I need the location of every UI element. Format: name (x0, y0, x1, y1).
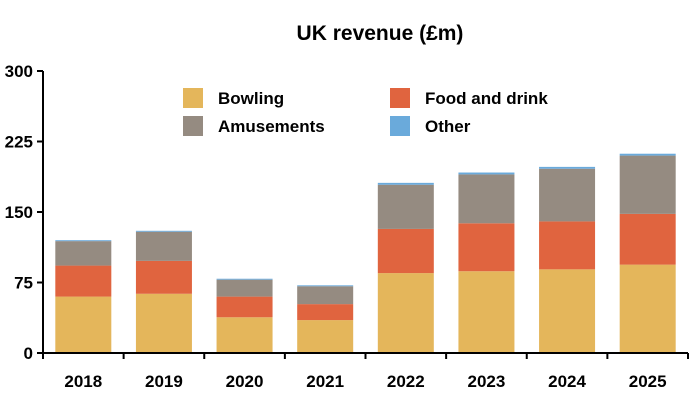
x-tick-label: 2019 (145, 372, 183, 391)
bar-other-2020 (216, 278, 273, 280)
chart-title: UK revenue (£m) (297, 22, 464, 45)
bar-amusements-2024 (539, 168, 596, 222)
bar-other-2021 (297, 285, 354, 287)
bar-amusements-2023 (458, 174, 515, 224)
x-tick-label: 2021 (306, 372, 344, 391)
bars (55, 153, 676, 353)
bar-food-and-drink-2023 (458, 223, 515, 272)
bar-other-2025 (619, 153, 676, 156)
bar-bowling-2024 (539, 269, 596, 353)
bar-bowling-2025 (619, 264, 676, 353)
bar-amusements-2018 (55, 241, 112, 266)
y-tick-label: 75 (14, 274, 33, 293)
bar-food-and-drink-2020 (216, 296, 273, 318)
bar-other-2018 (55, 240, 112, 242)
legend-label-amusements: Amusements (218, 117, 325, 136)
bar-food-and-drink-2022 (377, 228, 434, 274)
bar-food-and-drink-2018 (55, 265, 112, 297)
bar-food-and-drink-2024 (539, 221, 596, 270)
bar-other-2019 (135, 230, 192, 232)
bar-amusements-2025 (619, 155, 676, 214)
y-tick-label: 0 (24, 344, 33, 363)
bar-bowling-2019 (135, 293, 192, 353)
bar-bowling-2021 (297, 320, 354, 353)
bar-amusements-2021 (297, 286, 354, 305)
bar-food-and-drink-2025 (619, 213, 676, 265)
bar-food-and-drink-2019 (135, 260, 192, 294)
x-axis: 2018 2019 2020 2021 2022 2023 2024 2025 (42, 352, 689, 391)
bar-amusements-2019 (135, 231, 192, 261)
bar-amusements-2020 (216, 279, 273, 297)
x-tick-label: 2018 (64, 372, 102, 391)
x-tick-label: 2024 (548, 372, 586, 391)
bar-amusements-2022 (377, 184, 434, 229)
bar-bowling-2023 (458, 271, 515, 353)
legend-label-other: Other (425, 117, 471, 136)
legend-swatch-food-and-drink (390, 88, 410, 108)
bar-food-and-drink-2021 (297, 304, 354, 321)
legend-swatch-bowling (183, 88, 203, 108)
x-tick-label: 2020 (226, 372, 264, 391)
bar-bowling-2022 (377, 273, 434, 353)
y-axis: 0 75 150 225 300 (5, 62, 44, 363)
y-tick-label: 300 (5, 62, 33, 81)
legend-label-bowling: Bowling (218, 89, 284, 108)
bar-other-2023 (458, 172, 515, 175)
legend-label-food-and-drink: Food and drink (425, 89, 548, 108)
y-tick-label: 225 (5, 133, 33, 152)
legend-swatch-other (390, 116, 410, 136)
x-tick-label: 2025 (629, 372, 667, 391)
bar-bowling-2020 (216, 317, 273, 353)
bar-other-2024 (539, 166, 596, 169)
legend-swatch-amusements (183, 116, 203, 136)
bar-bowling-2018 (55, 296, 112, 353)
legend: Bowling Food and drink Amusements Other (183, 88, 548, 136)
bar-other-2022 (377, 182, 434, 185)
x-tick-label: 2023 (468, 372, 506, 391)
y-tick-label: 150 (5, 203, 33, 222)
x-tick-label: 2022 (387, 372, 425, 391)
